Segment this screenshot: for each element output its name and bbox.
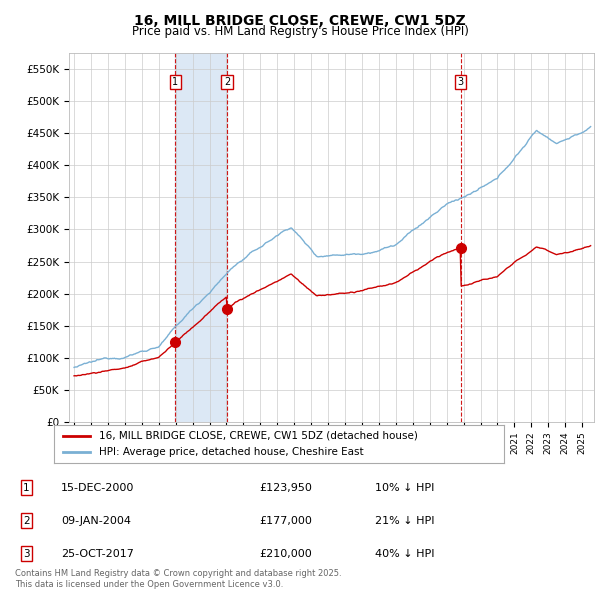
Bar — [175, 53, 227, 422]
Text: 2: 2 — [224, 77, 230, 87]
Text: 15-DEC-2000: 15-DEC-2000 — [61, 483, 134, 493]
Text: Price paid vs. HM Land Registry's House Price Index (HPI): Price paid vs. HM Land Registry's House … — [131, 25, 469, 38]
Text: HPI: Average price, detached house, Cheshire East: HPI: Average price, detached house, Ches… — [99, 447, 364, 457]
Text: £210,000: £210,000 — [260, 549, 313, 559]
Text: 1: 1 — [172, 77, 178, 87]
Text: 09-JAN-2004: 09-JAN-2004 — [61, 516, 131, 526]
Text: 10% ↓ HPI: 10% ↓ HPI — [375, 483, 434, 493]
Text: 16, MILL BRIDGE CLOSE, CREWE, CW1 5DZ: 16, MILL BRIDGE CLOSE, CREWE, CW1 5DZ — [134, 14, 466, 28]
Text: 21% ↓ HPI: 21% ↓ HPI — [375, 516, 434, 526]
Text: 25-OCT-2017: 25-OCT-2017 — [61, 549, 134, 559]
Text: £177,000: £177,000 — [260, 516, 313, 526]
Text: 2: 2 — [23, 516, 30, 526]
Text: 1: 1 — [23, 483, 30, 493]
Text: 3: 3 — [457, 77, 464, 87]
Text: 16, MILL BRIDGE CLOSE, CREWE, CW1 5DZ (detached house): 16, MILL BRIDGE CLOSE, CREWE, CW1 5DZ (d… — [99, 431, 418, 441]
Text: 40% ↓ HPI: 40% ↓ HPI — [375, 549, 434, 559]
Text: Contains HM Land Registry data © Crown copyright and database right 2025.
This d: Contains HM Land Registry data © Crown c… — [15, 569, 341, 589]
Text: £123,950: £123,950 — [260, 483, 313, 493]
Text: 3: 3 — [23, 549, 30, 559]
